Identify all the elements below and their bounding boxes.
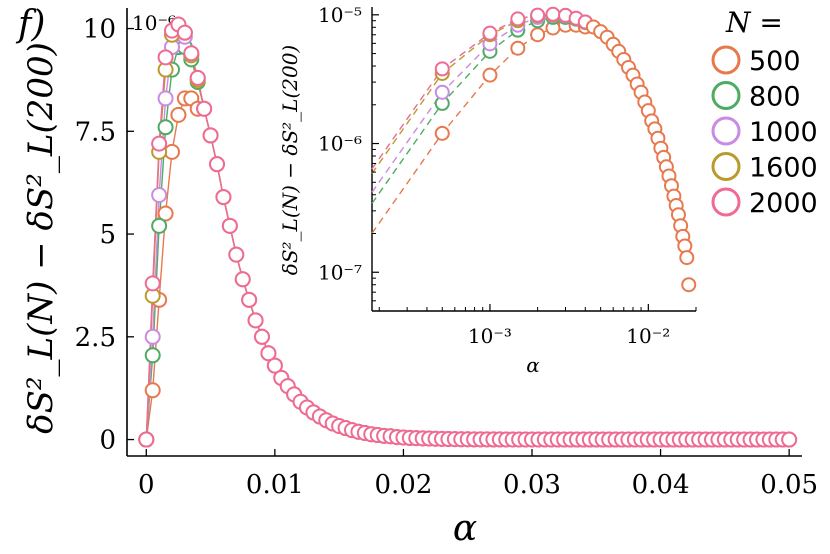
main-x-tick-label: 0.02 [374, 470, 432, 500]
inset-fit-1600 [371, 14, 687, 251]
main-y-tick-label: 2.5 [75, 323, 116, 353]
inset-x-axis-label: α [526, 353, 540, 377]
main-x-ticks: 0 0.01 0.02 0.03 0.04 0.05 [138, 449, 818, 500]
main-tail-point [221, 217, 238, 234]
main-point-800 [151, 217, 168, 234]
main-tail-point [241, 291, 258, 308]
inset-y-tick-label: 10⁻⁵ [318, 3, 362, 27]
inset-tail-point [681, 277, 697, 293]
inset-fit-1000 [371, 14, 687, 251]
main-point-2000 [189, 69, 206, 86]
main-point-800 [157, 119, 174, 136]
inset-point-500 [530, 27, 546, 43]
inset-background [372, 7, 696, 311]
legend-label: 1600 [749, 153, 818, 184]
inset-x-ticks: 10⁻³ 10⁻² [378, 304, 697, 348]
main-point-1000 [144, 328, 161, 345]
inset-point-500 [482, 67, 498, 83]
inset-series [434, 6, 697, 293]
main-y-tick-label: 5 [99, 220, 116, 250]
main-point-2000 [138, 431, 155, 448]
main-tail-point [228, 246, 245, 263]
inset-x-tick-label: 10⁻³ [468, 324, 512, 348]
legend-marker-800 [711, 81, 741, 110]
main-x-axis-label: α [453, 508, 477, 549]
legend-label: 500 [749, 46, 801, 77]
main-point-1000 [157, 90, 174, 107]
inset-point-500 [510, 40, 526, 56]
inset-fit-500 [371, 24, 687, 251]
main-y-tick-label: 10 [83, 15, 116, 45]
legend-title: N = [725, 6, 783, 39]
inset-fit-2000 [371, 13, 687, 251]
main-tail-point [202, 127, 219, 144]
legend-marker-1600 [711, 152, 741, 181]
main-point-500 [170, 106, 187, 123]
main-tail-point [234, 271, 251, 288]
main-point-1000 [151, 187, 168, 204]
legend-marker-2000 [711, 187, 741, 217]
main-tail-point [266, 357, 283, 374]
inset-point-2000 [530, 7, 546, 23]
main-tail-point [254, 328, 270, 345]
main-tail-point [260, 345, 277, 362]
legend: 500 800 1000 1600 2000 [711, 45, 818, 219]
legend-label: 2000 [749, 188, 818, 219]
inset-point-1000 [434, 84, 450, 100]
inset-y-axis-label: δS²_L(N) − δS²_L(200) [278, 45, 302, 275]
inset-point-2000 [545, 6, 561, 22]
legend-label: 1000 [749, 117, 818, 148]
main-x-tick-label: 0.03 [503, 470, 561, 500]
inset-point-2000 [434, 61, 450, 77]
main-tail-point [215, 189, 232, 206]
inset-y-tick-label: 10⁻⁷ [318, 260, 362, 284]
main-y-tick-label: 0 [99, 426, 116, 456]
inset-axes [371, 7, 696, 312]
main-x-tick-label: 0.05 [760, 470, 818, 500]
main-y-tick-label: 7.5 [75, 117, 116, 147]
legend-marker-1000 [711, 116, 741, 146]
main-point-500 [144, 382, 161, 399]
main-y-ticks: 0 2.5 5 7.5 10 [75, 15, 134, 456]
main-y-axis-label: δS²_L(N) − δS²_L(200) [21, 42, 61, 434]
main-point-2000 [157, 49, 174, 66]
inset-y-ticks: 10⁻⁷ 10⁻⁶ 10⁻⁵ [318, 3, 379, 312]
inset-tail-point [679, 250, 695, 266]
main-point-800 [144, 347, 161, 364]
inset-fit-curves [371, 13, 687, 251]
inset-point-2000 [482, 25, 498, 41]
inset-x-tick-label: 10⁻² [626, 324, 670, 348]
legend-label: 800 [749, 82, 801, 113]
main-tail-point [196, 100, 213, 117]
inset-fit-800 [371, 16, 687, 251]
main-point-2000 [183, 45, 200, 62]
main-tail-point [209, 156, 225, 173]
legend-marker-500 [711, 45, 741, 75]
main-axes [126, 8, 802, 457]
main-x-tick-label: 0.01 [246, 470, 304, 500]
main-point-2000 [176, 24, 193, 41]
main-x-tick-label: 0.04 [632, 470, 690, 500]
inset-point-2000 [510, 11, 526, 27]
main-x-tick-label: 0 [138, 470, 155, 500]
main-point-2000 [151, 135, 168, 152]
main-tail-point [781, 431, 798, 448]
panel-label: f) [15, 4, 45, 45]
inset-point-500 [434, 125, 450, 141]
inset-y-tick-label: 10⁻⁶ [318, 132, 362, 156]
main-point-2000 [144, 275, 161, 292]
main-series [138, 16, 798, 448]
main-point-500 [157, 205, 174, 222]
main-tail-point [247, 312, 264, 329]
